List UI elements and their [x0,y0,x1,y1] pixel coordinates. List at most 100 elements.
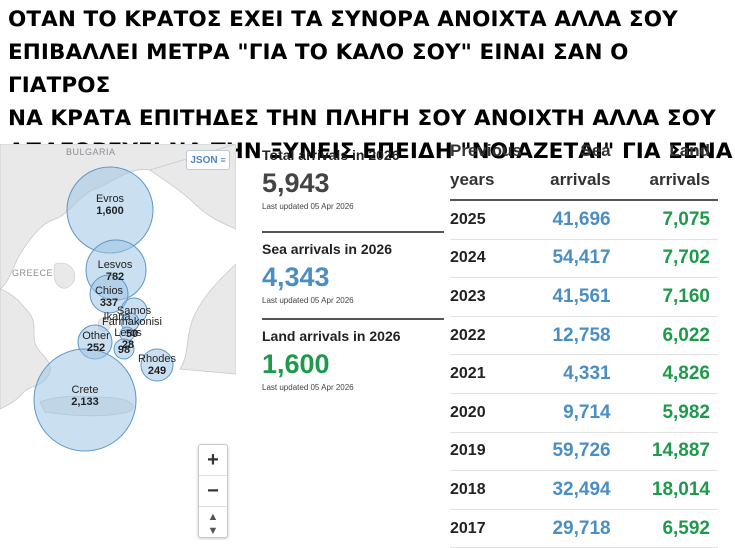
bubble-name: Evros [95,193,125,205]
cell-sea: 41,696 [529,200,611,240]
table-header-row: Previous years Sea arrivals Land arrival… [450,136,718,201]
bubble-label-other[interactable]: Other 252 [82,330,110,354]
bubble-label-chios[interactable]: Chios 337 [95,285,123,309]
table-body: 2025 41,696 7,075 2024 54,417 7,702 2023 41,561… [450,200,718,548]
rss-icon: ≡ [220,155,226,165]
bubble-label-rhodes[interactable]: Rhodes 249 [138,353,176,377]
sea-arrivals-block: Sea arrivals in 2026 4,343 Last updated … [262,238,444,320]
bubble-label-crete[interactable]: Crete 2,133 [71,384,99,408]
bubble-label-samos[interactable]: Samos [117,305,151,317]
table-row: 2024 54,417 7,702 [450,239,718,279]
bubble-label-evros[interactable]: Evros 1,600 [96,193,124,217]
land-arrivals-block: Land arrivals in 2026 1,600 Last updated… [262,325,444,409]
cell-land: 7,702 [610,239,718,279]
bubble-name: Ikaria [103,311,131,323]
cell-land: 14,887 [610,432,718,472]
land-arrivals-value: 1,600 [262,349,330,379]
cell-year: 2025 [450,200,530,240]
zoom-out-button[interactable]: − [199,476,227,507]
cell-land: 6,022 [610,316,718,356]
bubble-name: Samos [116,305,152,317]
sea-arrivals-title: Sea arrivals in 2026 [262,241,392,257]
cell-year: 2021 [450,354,530,394]
cell-year: 2022 [450,316,530,356]
total-arrivals-updated: Last updated 05 Apr 2026 [262,202,354,211]
land-arrivals-title: Land arrivals in 2026 [262,328,401,344]
cell-land: 7,160 [610,277,718,317]
land-arrivals-updated: Last updated 05 Apr 2026 [262,383,354,392]
cell-year: 2018 [450,470,530,510]
table-row: 2018 32,494 18,014 [450,470,718,510]
table-row: 2021 4,331 4,826 [450,354,718,394]
bubble-name: Other [82,330,110,342]
bubble-value: 50 [125,328,139,340]
cell-sea: 29,718 [529,509,611,548]
stats-panel: Total arrivals in 2026 5,943 Last update… [262,144,444,414]
bubble-name: Leros [114,327,142,339]
cell-year: 2023 [450,277,530,317]
bubble-value: 249 [147,365,167,377]
zoom-in-button[interactable]: + [199,445,227,476]
bubble-value: 1,600 [96,205,124,217]
arrivals-map[interactable]: BULGARIA GREECE JSON ≡ Evros 1,600 Lesvo… [0,144,236,540]
zoom-control: + − ▲ ▼ [198,444,228,538]
bubble-label-lesvos[interactable]: Lesvos 782 [98,259,133,283]
bubble-value: 2,133 [71,396,99,408]
sea-arrivals-updated: Last updated 05 Apr 2026 [262,296,354,305]
cell-sea: 32,494 [529,470,611,510]
table-row: 2019 59,726 14,887 [450,432,718,472]
cell-land: 7,075 [610,200,718,240]
cell-land: 6,592 [610,509,718,548]
bubble-value: 252 [86,342,106,354]
cell-year: 2024 [450,239,530,279]
map-canvas [0,144,236,540]
cell-sea: 12,758 [529,316,611,356]
cell-sea: 4,331 [529,354,611,394]
json-label: JSON [190,155,218,166]
previous-years-table: Previous years Sea arrivals Land arrival… [450,136,718,548]
bubble-chios[interactable] [89,274,129,314]
bubble-name: Crete [71,384,99,396]
cell-year: 2017 [450,509,530,548]
cell-land: 4,826 [610,354,718,394]
bubble-value: 337 [99,297,119,309]
meme-caption: ΟΤΑΝ ΤΟ ΚΡΑΤΟΣ ΕΧΕΙ ΤΑ ΣΥΝΟΡΑ ΑΝΟΙΧΤΑ ΑΛ… [8,7,733,164]
bubble-value: 28 [121,339,135,351]
header-previous-years: Previous years [450,136,530,201]
table-row: 2022 12,758 6,022 [450,316,718,356]
bubble-kos[interactable] [113,338,135,360]
total-arrivals-title: Total arrivals in 2026 [262,147,400,163]
total-arrivals-block: Total arrivals in 2026 5,943 Last update… [262,144,444,233]
bubble-value: 782 [105,271,125,283]
bubble-name: Rhodes [138,353,176,365]
bubble-crete[interactable] [33,348,137,452]
table-row: 2023 41,561 7,160 [450,277,718,317]
sea-arrivals-value: 4,343 [262,262,330,292]
json-export-button[interactable]: JSON ≡ [186,150,230,170]
country-label-bulgaria: BULGARIA [66,147,116,157]
reset-view-button[interactable]: ▲ ▼ [207,511,219,537]
header-land-arrivals: Land arrivals [610,136,718,201]
bubble-label-kos[interactable]: 98 [118,344,130,356]
total-arrivals-value: 5,943 [262,168,330,198]
cell-sea: 9,714 [529,393,611,433]
bubble-value: 98 [117,344,131,356]
bubble-label-leros[interactable]: Leros 28 [114,327,142,351]
bubble-name: Lesvos [97,259,133,271]
bubble-name: Chios [94,285,124,297]
bubble-label-ikaria[interactable]: Ikaria [104,311,131,323]
cell-land: 5,982 [610,393,718,433]
bubble-layer [33,166,174,452]
table-row: 2020 9,714 5,982 [450,393,718,433]
table-row: 2017 29,718 6,592 [450,509,718,548]
header-sea-arrivals: Sea arrivals [529,136,611,201]
cell-year: 2019 [450,432,530,472]
bubble-label-farmakonisi[interactable]: Farmakonisi 50 [102,316,162,340]
table-row: 2025 41,696 7,075 [450,200,718,240]
cell-land: 18,014 [610,470,718,510]
country-label-greece: GREECE [12,268,54,278]
cell-year: 2020 [450,393,530,433]
cell-sea: 54,417 [529,239,611,279]
bubble-rhodes[interactable] [140,348,174,382]
cell-sea: 59,726 [529,432,611,472]
